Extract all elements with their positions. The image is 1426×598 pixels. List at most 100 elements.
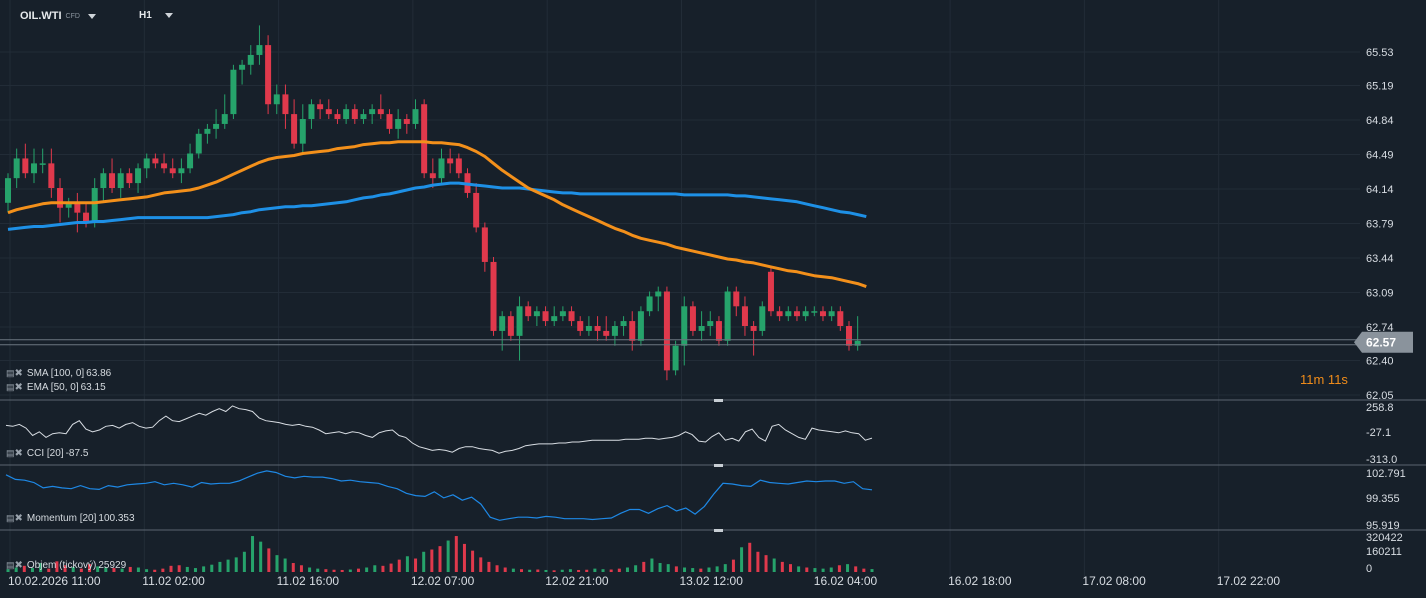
settings-icon[interactable]: ▤	[6, 368, 14, 378]
time-axis-label: 17.02 22:00	[1217, 574, 1281, 588]
candle-body	[776, 311, 783, 317]
axes: 65.53 65.19 64.84 64.49 64.14 63.79 63.44 63.09…	[8, 47, 1413, 588]
volume-bar	[666, 564, 670, 572]
volume-bar	[316, 568, 320, 572]
candle-body	[83, 212, 90, 223]
moving-averages	[0, 140, 1360, 346]
volume-bar	[96, 566, 100, 572]
volume-bar	[430, 549, 434, 572]
settings-icon[interactable]: ▤	[6, 560, 14, 570]
volume-bar	[560, 569, 564, 572]
volume-bar	[39, 563, 43, 572]
volume-bar	[446, 540, 450, 572]
volume-bar	[88, 564, 92, 572]
volume-bar	[405, 556, 409, 572]
candle-body	[369, 109, 376, 115]
volume-bar	[71, 566, 75, 572]
momentum-axis-label: 95.919	[1366, 520, 1400, 532]
candle-body	[239, 64, 246, 70]
candle-body	[74, 202, 81, 213]
time-axis-label: 12.02 07:00	[411, 574, 475, 588]
close-icon[interactable]: ✖	[14, 368, 23, 379]
candle-body	[793, 311, 800, 317]
volume-bar	[373, 565, 377, 572]
candle-body	[611, 326, 618, 336]
volume-bar	[634, 565, 638, 572]
settings-icon[interactable]: ▤	[6, 382, 14, 392]
volume-bar	[397, 559, 401, 572]
volume-axis-label: 160211	[1366, 546, 1402, 558]
candle-body	[256, 45, 263, 55]
volume-bar	[772, 558, 776, 572]
candle-body	[802, 311, 809, 317]
candle-body	[109, 173, 116, 189]
momentum-value: 100.353	[98, 513, 135, 524]
candle-body	[39, 163, 46, 165]
volume-bar	[471, 550, 475, 572]
close-icon[interactable]: ✖	[14, 513, 23, 524]
candle-body	[481, 227, 488, 262]
candle-body	[715, 321, 722, 341]
volume-bar	[193, 568, 197, 572]
symbol-selector[interactable]: OIL.WTI CFD	[20, 10, 96, 22]
price-axis-label: 63.09	[1366, 287, 1394, 299]
settings-icon[interactable]: ▤	[6, 448, 14, 458]
volume-bar	[585, 569, 589, 572]
candle-body	[152, 158, 159, 164]
candle-body	[672, 345, 679, 371]
volume-bar	[723, 564, 727, 572]
candle-body	[594, 326, 601, 331]
volume-bar	[650, 558, 654, 572]
volume-bar	[283, 558, 287, 572]
candle-body	[143, 158, 150, 169]
candle-body	[91, 188, 98, 223]
candle-body	[811, 311, 818, 313]
sma-line	[7, 181, 867, 231]
candle-body	[13, 158, 20, 179]
time-axis-label: 11.02 16:00	[277, 574, 340, 588]
volume-bar	[691, 568, 695, 572]
time-axis-label: 16.02 18:00	[948, 574, 1012, 588]
candle-body	[377, 109, 384, 115]
candle-body	[845, 326, 852, 346]
volume-bar	[568, 569, 572, 572]
candle-body	[291, 114, 298, 144]
chart-grid	[0, 0, 1360, 578]
candle-body	[230, 69, 237, 115]
current-price-tag	[1354, 331, 1413, 353]
volume-bar	[120, 568, 124, 572]
volume-bar	[821, 568, 825, 572]
volume-bar	[642, 561, 646, 572]
volume-bar	[862, 568, 866, 572]
candle-body	[195, 133, 202, 154]
candle-body	[351, 109, 358, 120]
volume-bar	[837, 565, 841, 572]
candle-body	[516, 306, 523, 336]
volume-bar	[544, 569, 548, 572]
close-icon[interactable]: ✖	[14, 560, 23, 571]
settings-icon[interactable]: ▤	[6, 513, 14, 523]
volume-bar	[47, 568, 51, 572]
candlestick-series	[5, 25, 861, 381]
candle-body	[57, 188, 64, 208]
pane-resize-handle	[714, 529, 723, 532]
volume-bar	[389, 563, 393, 572]
candle-body	[646, 296, 653, 312]
symbol-badge: CFD	[65, 12, 80, 20]
candle-body	[395, 119, 402, 129]
candle-body	[828, 311, 835, 317]
close-icon[interactable]: ✖	[14, 382, 23, 393]
volume-bar	[128, 566, 132, 572]
volume-bar	[6, 569, 10, 572]
time-axis-label: 17.02 08:00	[1082, 574, 1146, 588]
volume-bar	[161, 568, 165, 572]
legend-momentum: ▤ ✖ Momentum [20] 100.353	[6, 513, 135, 524]
volume-bar	[520, 569, 524, 572]
close-icon[interactable]: ✖	[14, 448, 23, 459]
candle-body	[620, 321, 627, 327]
timeframe-selector[interactable]: H1	[139, 10, 173, 21]
candle-body	[759, 306, 766, 331]
chevron-down-icon	[87, 13, 96, 19]
volume-bar	[674, 566, 678, 572]
